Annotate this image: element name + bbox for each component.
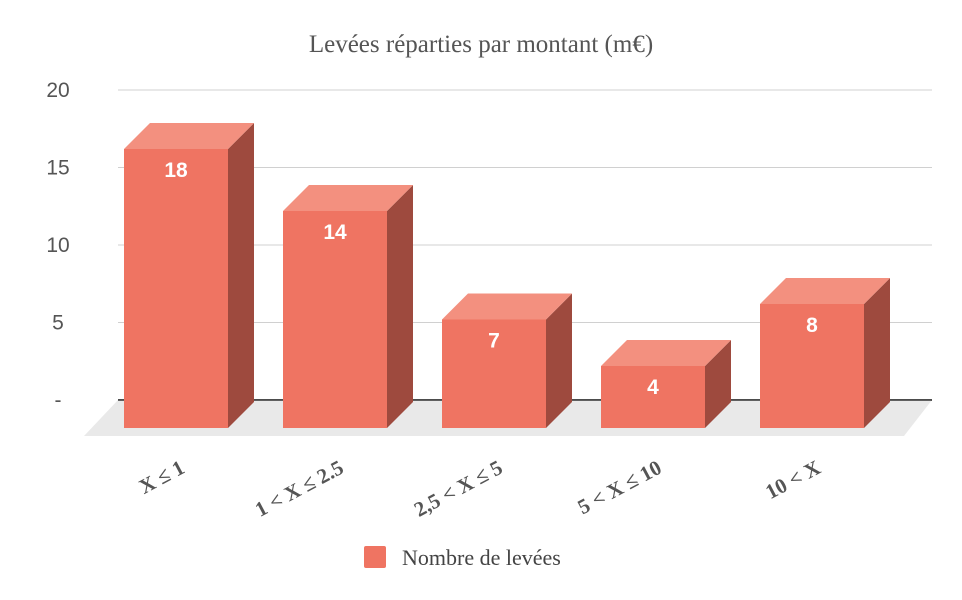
bar-top [601,340,731,366]
y-tick-label: - [55,389,62,412]
bar-front [283,211,387,428]
bar: 7 [442,293,572,428]
bar-top [442,293,572,320]
y-axis: - 5 10 15 20 [46,79,69,412]
bars: 18 14 7 4 8 [124,123,890,428]
x-tick-label: X ≤ 1 [135,455,188,499]
bar-front [124,149,228,428]
chart-title: Levées réparties par montant (m€) [309,31,653,58]
data-label: 7 [488,330,500,353]
bar-front [601,366,705,428]
data-label: 18 [164,159,188,182]
legend: Nombre de levées [364,545,561,570]
bar-side [228,123,254,428]
bar-side [864,278,890,428]
data-label: 14 [323,221,347,244]
bar-top [124,123,254,149]
x-tick-label: 2,5 < X ≤ 5 [410,455,506,521]
bar-top [283,185,413,211]
y-tick-label: 15 [46,157,69,180]
x-axis: X ≤ 1 1 < X ≤ 2.5 2,5 < X ≤ 5 5 < X ≤ 10 10 … [135,455,824,521]
bar-front [442,319,546,428]
x-tick-label: 5 < X ≤ 10 [574,455,666,519]
x-tick-label: 1 < X ≤ 2.5 [251,455,347,521]
bar-front [760,304,864,428]
bar-side [705,340,731,428]
bar-side [546,293,572,428]
legend-swatch [364,546,386,568]
y-tick-label: 10 [46,234,69,257]
bar: 18 [124,123,254,428]
y-tick-label: 5 [52,312,64,335]
bar: 8 [760,278,890,428]
bar: 14 [283,185,413,428]
bar: 4 [601,340,731,428]
x-tick-label: 10 < X [761,455,824,504]
data-label: 4 [647,376,659,399]
bar-top [760,278,890,304]
y-tick-label: 20 [46,79,69,102]
data-label: 8 [806,314,818,337]
legend-label: Nombre de levées [402,545,561,570]
bar-side [387,185,413,428]
